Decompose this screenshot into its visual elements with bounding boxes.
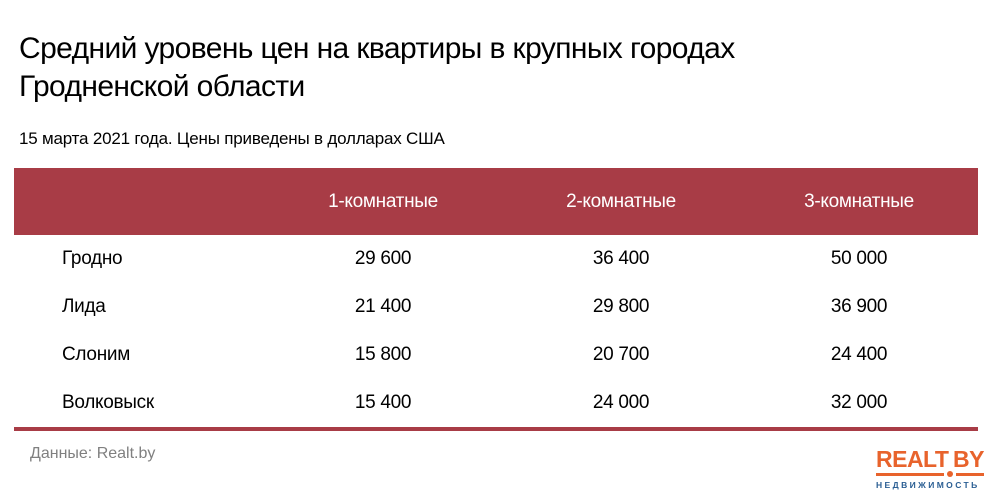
logo-underline bbox=[876, 471, 984, 477]
city-cell: Волковыск bbox=[62, 392, 154, 413]
price-cell-1room: 15 800 bbox=[354, 344, 412, 365]
realt-by-logo: REALT BY НЕДВИЖИМОСТЬ bbox=[876, 447, 984, 490]
price-cell-3room: 36 900 bbox=[830, 296, 888, 317]
price-table: 1-комнатные 2-комнатные 3-комнатные Грод… bbox=[14, 168, 978, 431]
city-cell: Гродно bbox=[62, 248, 123, 269]
price-cell-1room: 21 400 bbox=[354, 296, 412, 317]
price-cell-1room: 29 600 bbox=[354, 248, 412, 269]
price-cell-2room: 29 800 bbox=[592, 296, 650, 317]
page-subtitle: 15 марта 2021 года. Цены приведены в дол… bbox=[19, 129, 445, 148]
price-cell-3room: 24 400 bbox=[830, 344, 888, 365]
table-row: Гродно 29 600 36 400 50 000 bbox=[14, 235, 978, 283]
table-row: Волковыск 15 400 24 000 32 000 bbox=[14, 379, 978, 427]
logo-underline-segment bbox=[876, 472, 944, 476]
price-cell-2room: 36 400 bbox=[592, 248, 650, 269]
data-source-label: Данные: Realt.by bbox=[30, 445, 156, 462]
realt-by-logo-wordmark: REALT BY bbox=[876, 447, 984, 471]
table-row: Лида 21 400 29 800 36 900 bbox=[14, 283, 978, 331]
price-cell-2room: 24 000 bbox=[592, 392, 650, 413]
price-cell-3room: 50 000 bbox=[830, 248, 888, 269]
page-title: Средний уровень цен на квартиры в крупны… bbox=[19, 30, 959, 106]
logo-tagline: НЕДВИЖИМОСТЬ bbox=[876, 480, 980, 490]
column-header-3-room: 3-комнатные bbox=[804, 190, 914, 212]
city-cell: Лида bbox=[62, 296, 106, 317]
city-cell: Слоним bbox=[62, 344, 130, 365]
logo-word-realt: REALT bbox=[876, 446, 949, 472]
table-row: Слоним 15 800 20 700 24 400 bbox=[14, 331, 978, 379]
table-header-row: 1-комнатные 2-комнатные 3-комнатные bbox=[14, 168, 978, 235]
price-cell-3room: 32 000 bbox=[830, 392, 888, 413]
column-header-2-room: 2-комнатные bbox=[566, 190, 676, 212]
page-title-line-1: Средний уровень цен на квартиры в крупны… bbox=[19, 32, 735, 65]
logo-underline-segment bbox=[956, 472, 984, 476]
logo-dot-icon bbox=[947, 471, 953, 477]
page-title-line-2: Гродненской области bbox=[19, 70, 305, 103]
logo-word-by: BY bbox=[953, 446, 984, 472]
price-cell-1room: 15 400 bbox=[354, 392, 412, 413]
column-header-1-room: 1-комнатные bbox=[328, 190, 438, 212]
price-cell-2room: 20 700 bbox=[592, 344, 650, 365]
